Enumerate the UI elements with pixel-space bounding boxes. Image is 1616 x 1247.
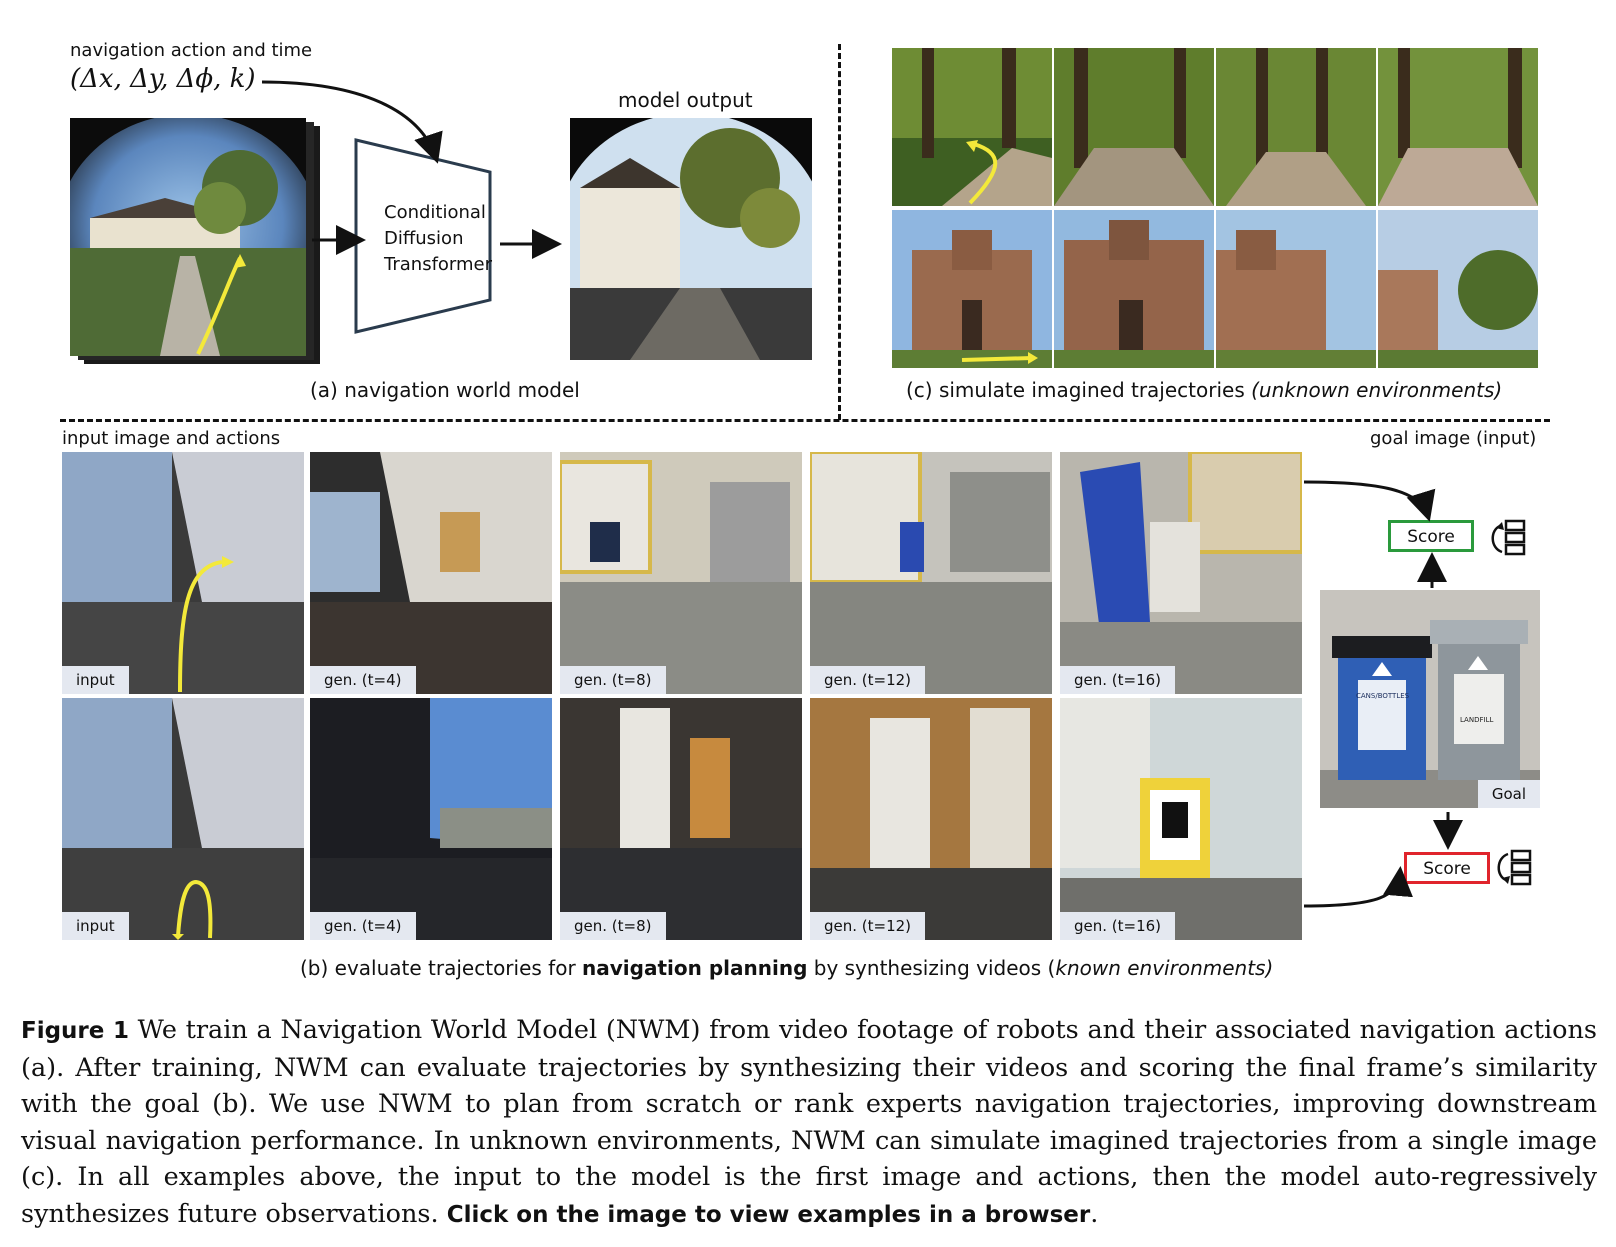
- row1-gen-t4-tag: gen. (t=4): [310, 666, 416, 694]
- figure-caption-text: We train a Navigation World Model (NWM) …: [21, 1015, 1597, 1229]
- row1-gen-t4-frame: gen. (t=4): [310, 452, 552, 694]
- score-bad: Score: [1404, 852, 1490, 884]
- row2-gen-t16-frame: gen. (t=16): [1060, 698, 1302, 940]
- goal-header: goal image (input): [1370, 428, 1537, 449]
- row2-input-frame: input: [62, 698, 304, 940]
- row1-gen-t12-tag: gen. (t=12): [810, 666, 926, 694]
- rank-down-icon: [1497, 849, 1532, 886]
- forest-frame-4: [1378, 48, 1538, 206]
- model-output-label: model output: [618, 88, 753, 112]
- row1-input-tag: input: [62, 666, 129, 694]
- figure-label: Figure 1: [21, 1018, 129, 1044]
- diffusion-transformer-box: [354, 138, 492, 334]
- row2-gen-t12-frame: gen. (t=12): [810, 698, 1052, 940]
- row2-gen-t16-tag: gen. (t=16): [1060, 912, 1176, 940]
- action-formula: (Δx, Δy, Δϕ, k): [70, 64, 256, 94]
- model-output-frame: [570, 118, 812, 360]
- panel-a-arrows: [261, 80, 562, 259]
- rank-up-icon: [1491, 519, 1526, 556]
- forest-frame-2: [1054, 48, 1214, 206]
- row1-gen-t16-tag: gen. (t=16): [1060, 666, 1176, 694]
- row2-gen-t12-tag: gen. (t=12): [810, 912, 926, 940]
- row2-gen-t4-tag: gen. (t=4): [310, 912, 416, 940]
- action-label: navigation action and time: [70, 40, 313, 61]
- building-frame-4: [1378, 210, 1538, 368]
- row2-gen-t8-frame: gen. (t=8): [560, 698, 802, 940]
- horizontal-separator: [60, 419, 1550, 422]
- row1-gen-t16-frame: gen. (t=16): [1060, 452, 1302, 694]
- row2-input-tag: input: [62, 912, 129, 940]
- vertical-separator: [838, 44, 841, 420]
- input-frame: [70, 118, 306, 356]
- panel-a-caption: (a) navigation world model: [310, 378, 580, 402]
- browser-link[interactable]: Click on the image to view examples in a…: [446, 1201, 1091, 1228]
- building-frame-3: [1216, 210, 1376, 368]
- forest-frame-1: [892, 48, 1052, 206]
- row1-gen-t8-tag: gen. (t=8): [560, 666, 666, 694]
- panel-c-caption: (c) simulate imagined trajectories (unkn…: [906, 378, 1503, 402]
- building-frame-2: [1054, 210, 1214, 368]
- forest-frame-3: [1216, 48, 1376, 206]
- row1-gen-t8-frame: gen. (t=8): [560, 452, 802, 694]
- goal-tag: Goal: [1477, 780, 1540, 808]
- input-header: input image and actions: [62, 428, 281, 449]
- row2-gen-t8-tag: gen. (t=8): [560, 912, 666, 940]
- figure-caption: Figure 1 We train a Navigation World Mod…: [21, 1012, 1597, 1233]
- model-box-line-3: Transformer: [384, 254, 493, 275]
- row2-gen-t4-frame: gen. (t=4): [310, 698, 552, 940]
- goal-image: CANS/BOTTLES LANDFILL Goal: [1320, 590, 1540, 808]
- bin-right-label: LANDFILL: [1460, 716, 1494, 724]
- panel-b-caption: (b) evaluate trajectories for navigation…: [300, 956, 1274, 980]
- bin-left-label: CANS/BOTTLES: [1356, 692, 1410, 700]
- panel-b-arrows: [1303, 480, 1463, 908]
- model-box-line-1: Conditional: [384, 202, 486, 223]
- model-box-line-2: Diffusion: [384, 228, 464, 249]
- building-frame-1: [892, 210, 1052, 368]
- row1-input-frame: input: [62, 452, 304, 694]
- caption-end: .: [1090, 1198, 1099, 1229]
- row1-gen-t12-frame: gen. (t=12): [810, 452, 1052, 694]
